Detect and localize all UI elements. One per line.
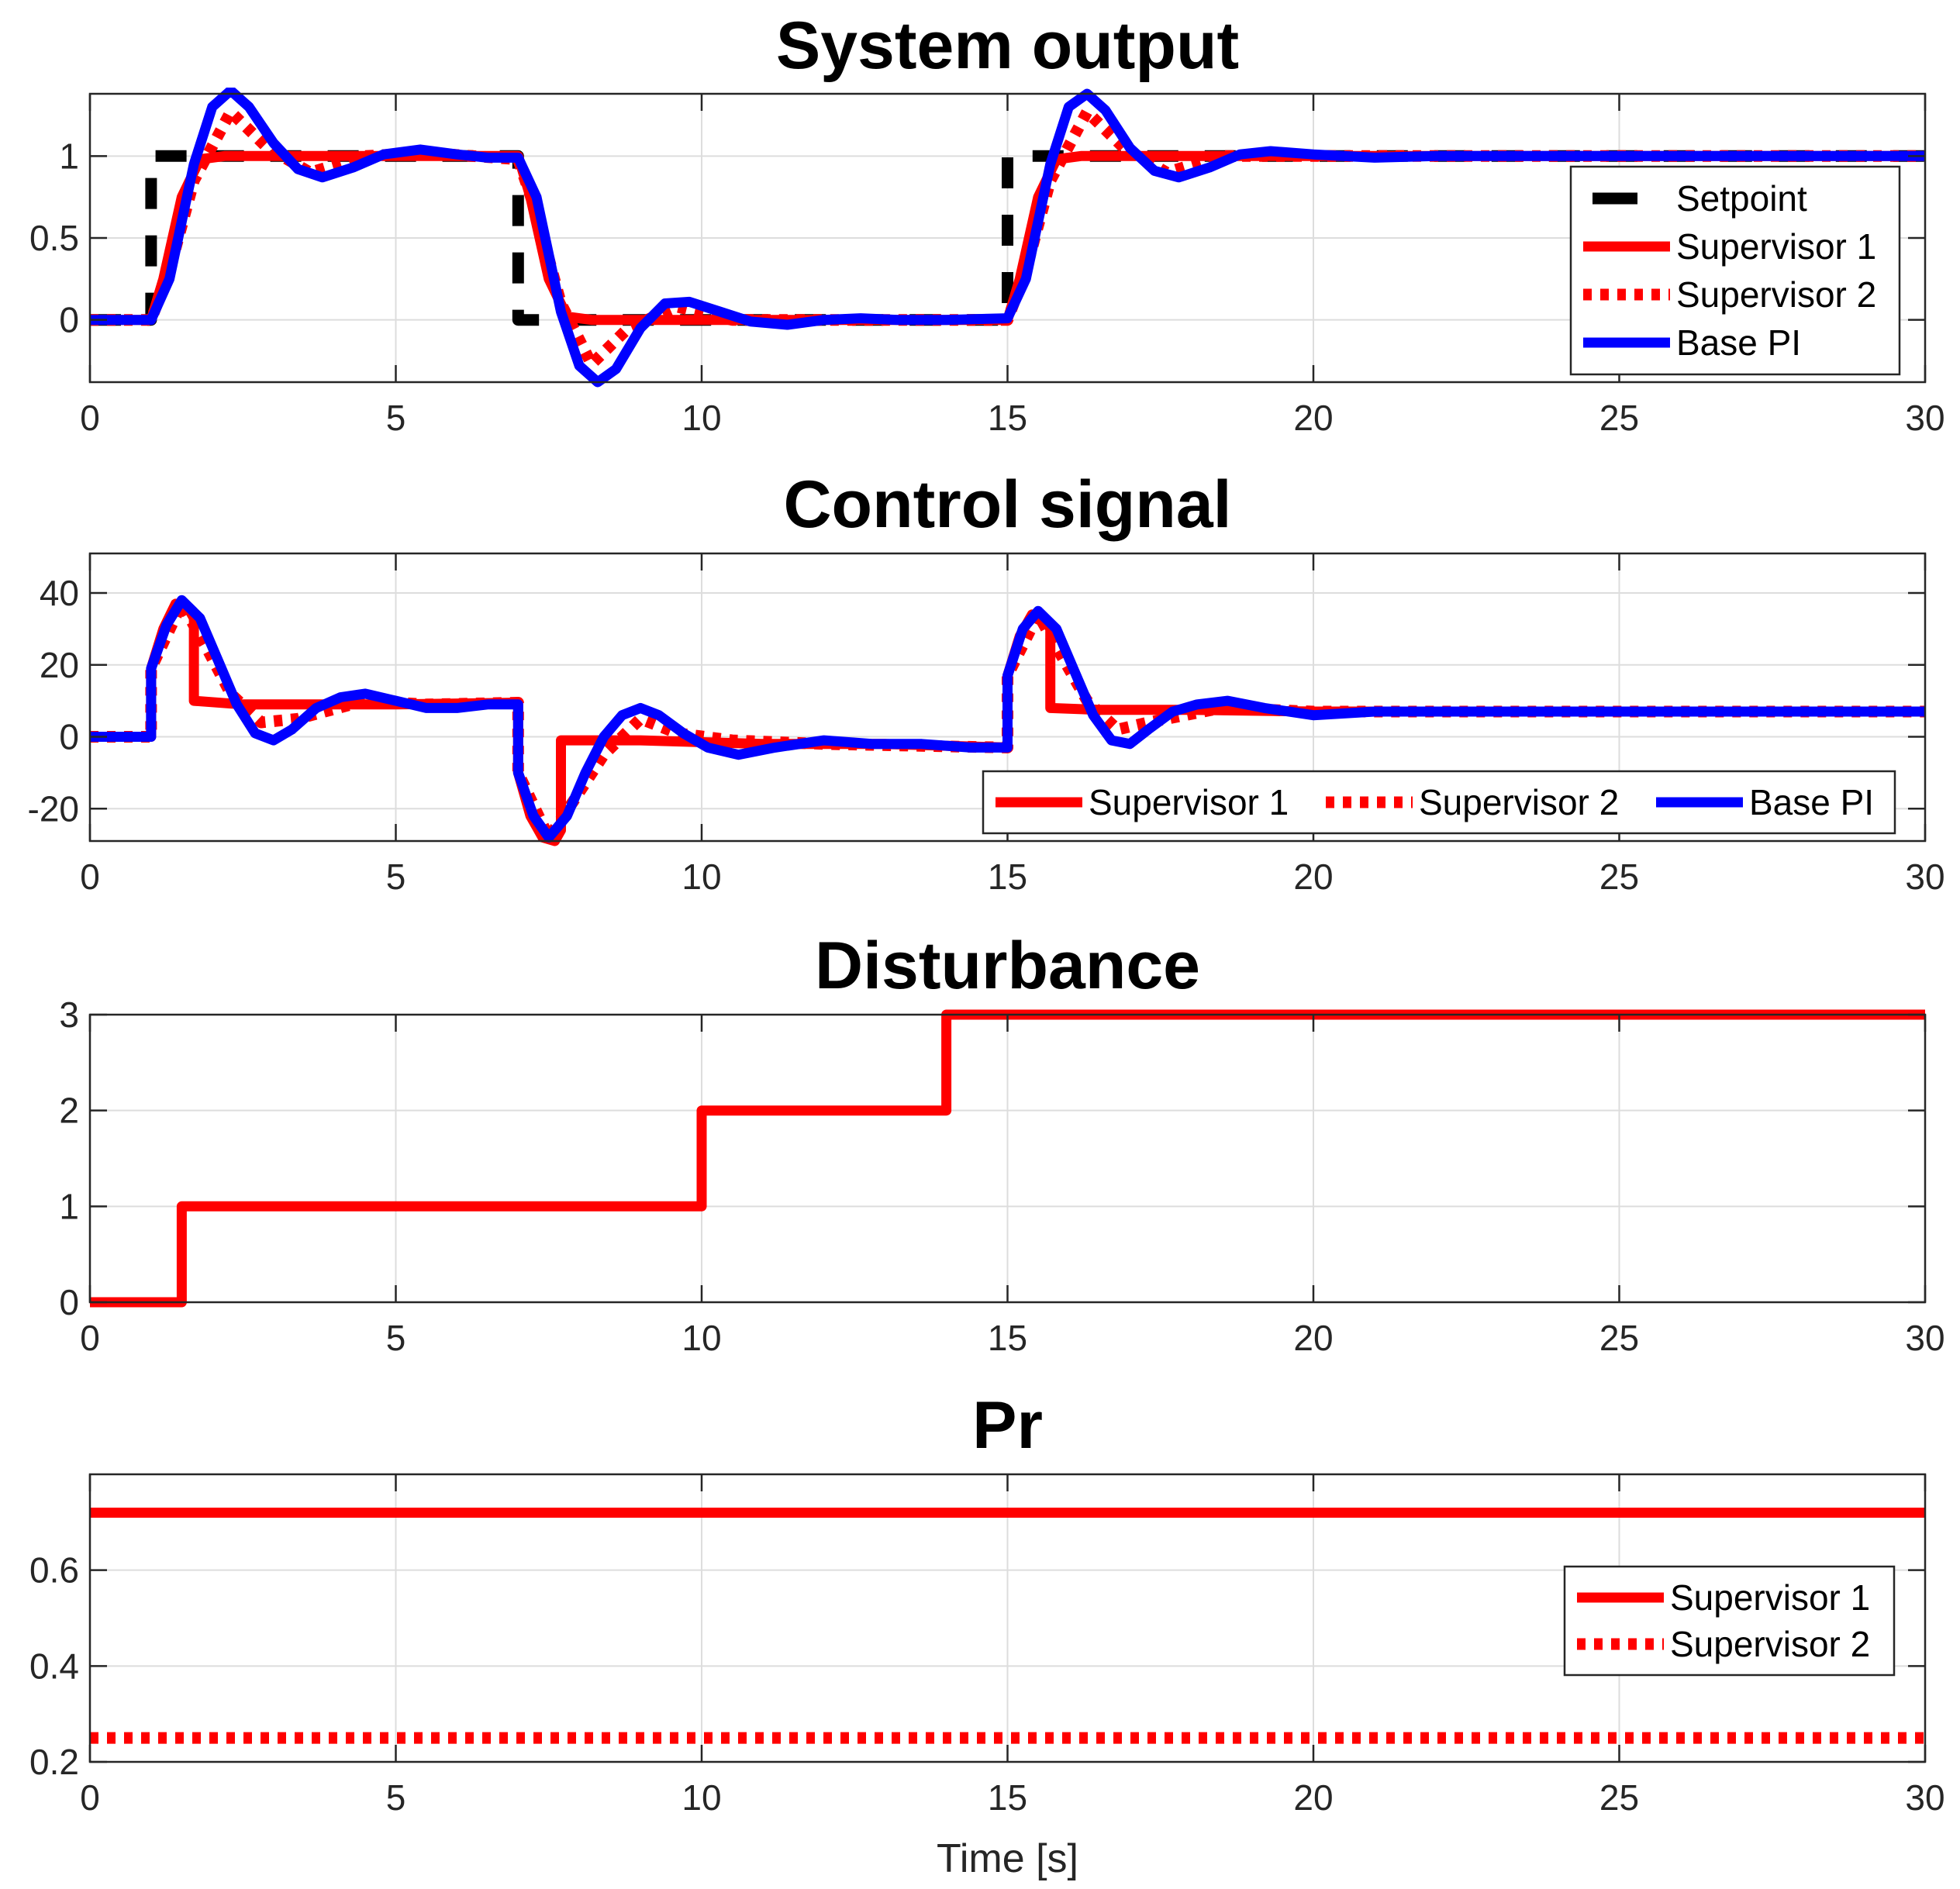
- legend-label: Supervisor 2: [1670, 1624, 1870, 1664]
- chart-title: System output: [776, 9, 1239, 83]
- x-tick-label: 20: [1293, 398, 1333, 438]
- series-group: [90, 1508, 1925, 1744]
- legend: Setpoint Supervisor 1 Supervisor 2 Base PI: [1569, 165, 1901, 376]
- y-tick-label: 3: [59, 994, 79, 1035]
- x-tick-label: 5: [386, 1777, 406, 1818]
- legend-label: Supervisor 1: [1676, 226, 1876, 267]
- legend-box: [1563, 1565, 1896, 1677]
- chart-title: Disturbance: [815, 929, 1200, 1003]
- legend-label: Supervisor 2: [1419, 782, 1619, 822]
- x-tick-label: 5: [386, 398, 406, 438]
- x-tick-label: 10: [682, 857, 721, 897]
- y-tick-label: 20: [40, 645, 79, 685]
- x-tick-label: 0: [80, 1777, 100, 1818]
- x-tick-label: 30: [1905, 398, 1944, 438]
- x-tick-label: 15: [988, 1777, 1027, 1818]
- series-group: [90, 595, 1925, 846]
- y-tick-label: 0.5: [29, 218, 79, 258]
- y-tick-label: 40: [40, 573, 79, 613]
- x-tick-label: 30: [1905, 1318, 1944, 1358]
- x-tick-label: 25: [1599, 1318, 1639, 1358]
- series-line-supervisor-2: [90, 105, 1925, 371]
- y-tick-label: -20: [28, 788, 79, 829]
- y-tick-label: 1: [59, 136, 79, 176]
- series-line-disturbance: [90, 1009, 1925, 1308]
- legend: Supervisor 1 Supervisor 2: [1563, 1565, 1896, 1677]
- legend-label: Supervisor 2: [1676, 274, 1876, 315]
- x-tick-label: 10: [682, 1777, 721, 1818]
- legend-label: Setpoint: [1676, 178, 1807, 219]
- x-tick-label: 30: [1905, 857, 1944, 897]
- x-tick-label: 0: [80, 857, 100, 897]
- x-tick-label: 15: [988, 1318, 1027, 1358]
- legend-label: Base PI: [1676, 322, 1801, 363]
- series-group: [90, 88, 1925, 388]
- x-tick-label: 20: [1293, 1777, 1333, 1818]
- series-line-base-pi: [90, 88, 1925, 388]
- legend: Supervisor 1 Supervisor 2 Base PI: [982, 770, 1896, 835]
- x-tick-label: 10: [682, 398, 721, 438]
- chart-title: Control signal: [783, 467, 1231, 542]
- x-tick-label: 25: [1599, 857, 1639, 897]
- series-line-setpoint: [90, 150, 1925, 326]
- x-tick-label: 10: [682, 1318, 721, 1358]
- y-tick-label: 0.4: [29, 1646, 79, 1686]
- x-tick-label: 30: [1905, 1777, 1944, 1818]
- series-group: [90, 1009, 1925, 1308]
- x-tick-label: 5: [386, 1318, 406, 1358]
- x-tick-label: 20: [1293, 857, 1333, 897]
- legend-label: Supervisor 1: [1089, 782, 1289, 822]
- x-tick-label: 15: [988, 857, 1027, 897]
- x-tick-label: 0: [80, 398, 100, 438]
- y-tick-label: 1: [59, 1186, 79, 1226]
- x-tick-label: 15: [988, 398, 1027, 438]
- x-tick-label: 20: [1293, 1318, 1333, 1358]
- y-tick-label: 0.6: [29, 1550, 79, 1591]
- x-tick-label: 5: [386, 857, 406, 897]
- x-axis-label: Time [s]: [937, 1836, 1078, 1881]
- x-tick-label: 25: [1599, 398, 1639, 438]
- series-line-supervisor-2: [90, 598, 1925, 843]
- x-tick-label: 0: [80, 1318, 100, 1358]
- y-tick-label: 2: [59, 1091, 79, 1131]
- legend-label: Supervisor 1: [1670, 1577, 1870, 1618]
- x-tick-label: 25: [1599, 1777, 1639, 1818]
- y-tick-label: 0: [59, 300, 79, 340]
- legend-label: Base PI: [1749, 782, 1874, 822]
- panel-4: 0 5 10 15 20 25 30 0.2 0.4 0.6 Pr Time [s] Superviso…: [29, 1388, 1945, 1881]
- chart-title: Pr: [972, 1388, 1043, 1463]
- y-tick-label: 0: [59, 717, 79, 757]
- series-line-base-pi: [90, 595, 1925, 843]
- panel-1: 0 5 10 15 20 25 30 0 0.5 1 System output Setpoint Su…: [29, 9, 1945, 438]
- y-tick-label: 0.2: [29, 1742, 79, 1782]
- y-tick-label: 0: [59, 1282, 79, 1322]
- panel-3: 0 5 10 15 20 25 30 0 1 2 3 Disturbance: [59, 929, 1944, 1358]
